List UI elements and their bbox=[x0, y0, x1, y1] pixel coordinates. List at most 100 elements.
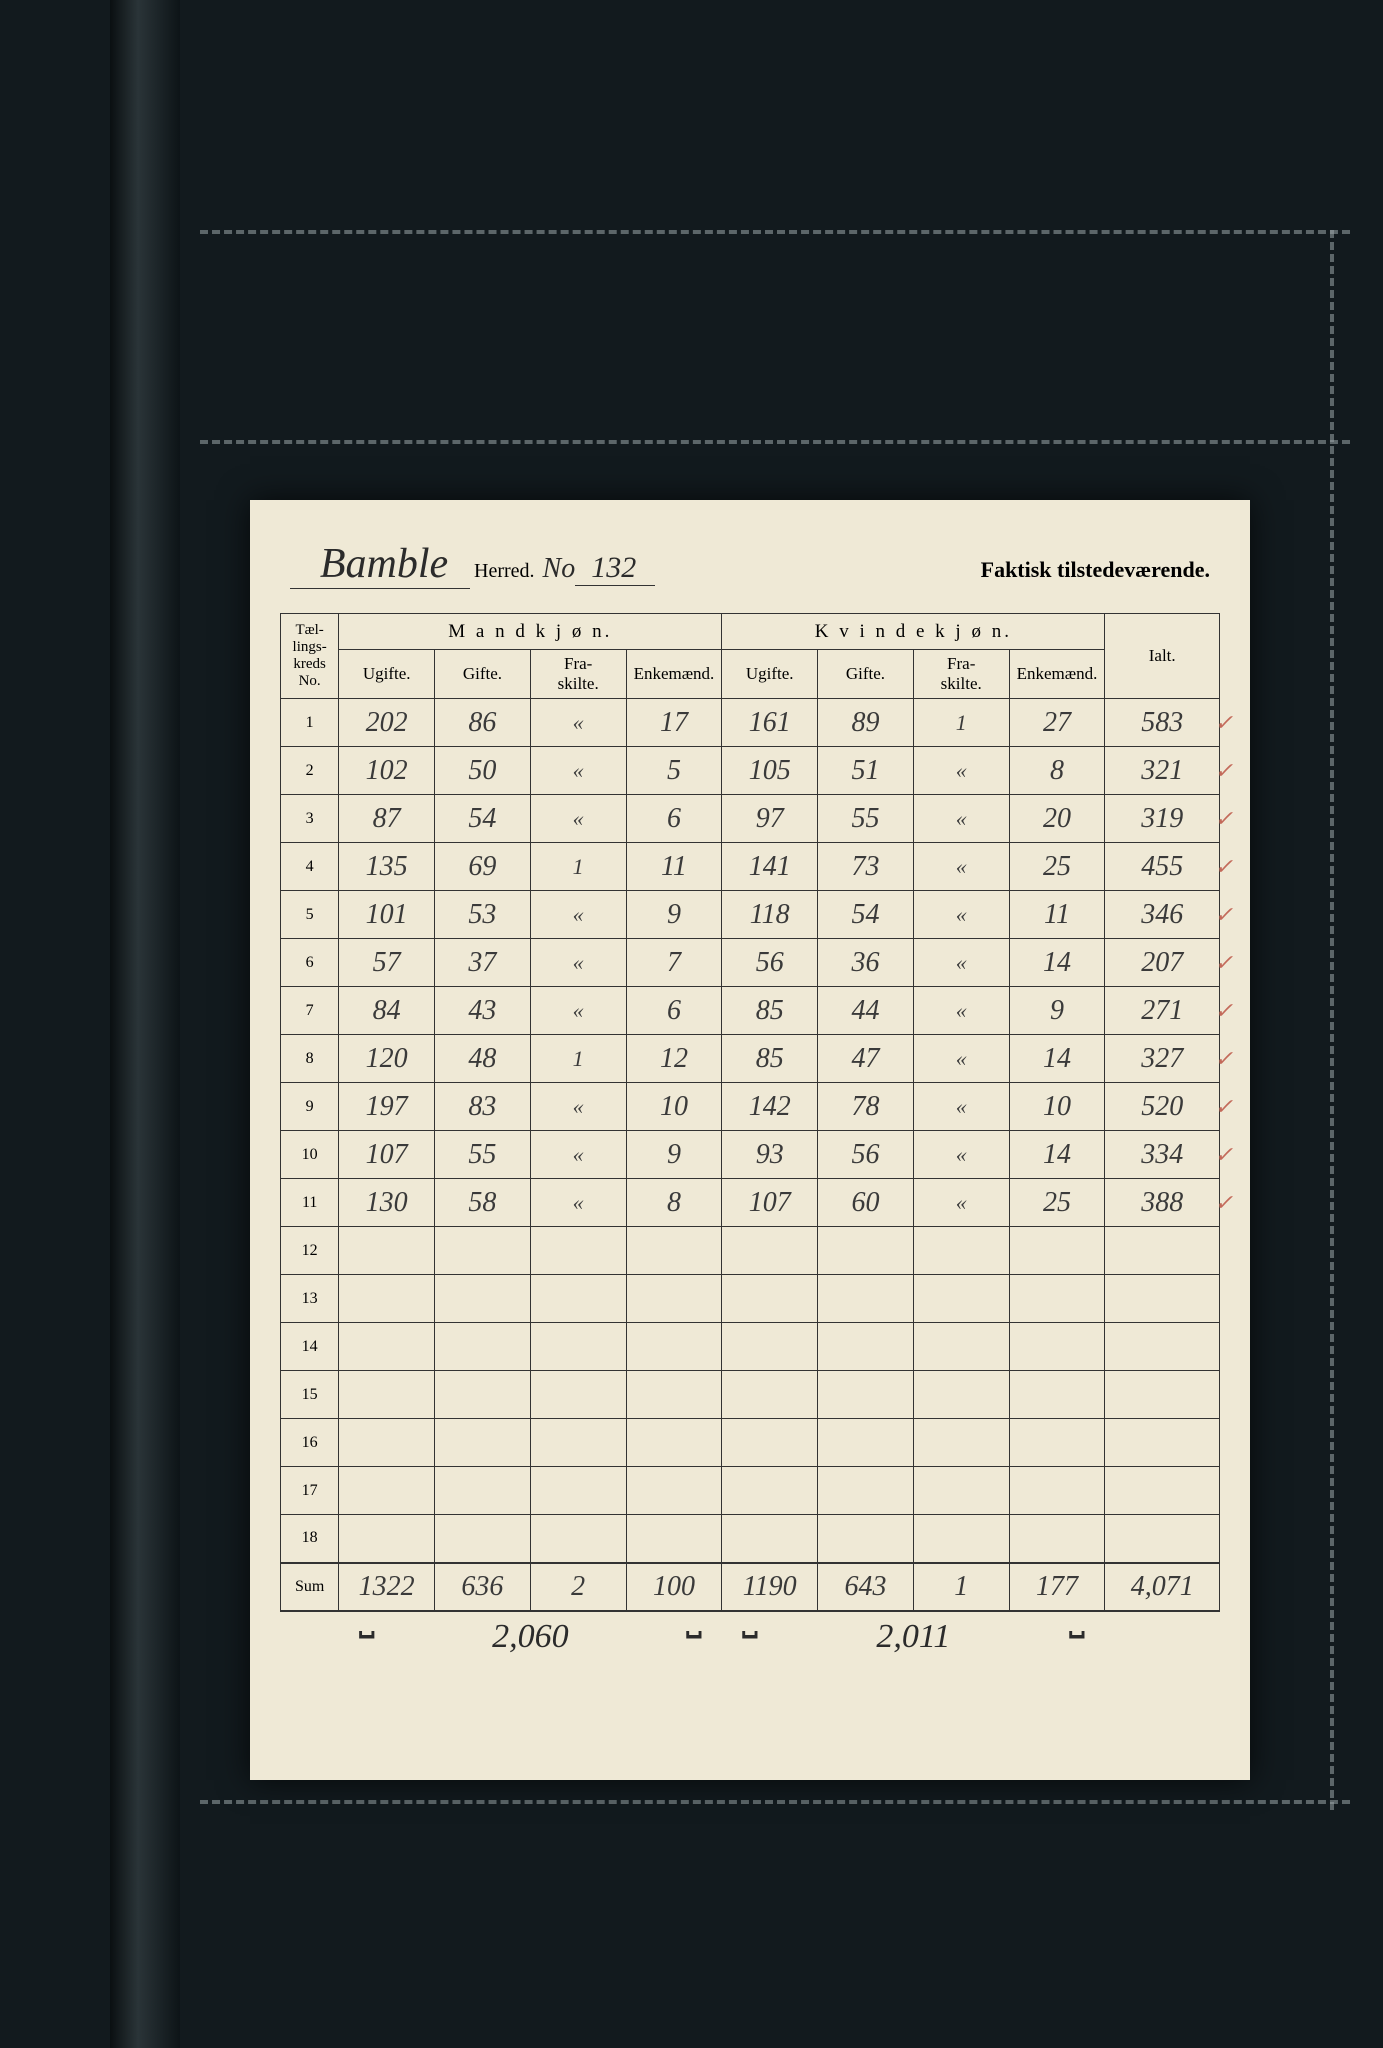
cell-k_u: 107 bbox=[722, 1179, 818, 1227]
cell-ialt bbox=[1105, 1275, 1220, 1323]
cell-k_g: 89 bbox=[818, 699, 914, 747]
col-k-enkemaend: Enkemænd. bbox=[1009, 650, 1105, 699]
cell-k_g bbox=[818, 1227, 914, 1275]
cell-k_g: 54 bbox=[818, 891, 914, 939]
cell-ialt bbox=[1105, 1371, 1220, 1419]
cell-k_f bbox=[913, 1419, 1009, 1467]
check-mark-icon: ✓ bbox=[1215, 806, 1233, 832]
col-m-fraskilte: Fra- skilte. bbox=[530, 650, 626, 699]
cell-m_u: 57 bbox=[339, 939, 435, 987]
cell-k_u: 105 bbox=[722, 747, 818, 795]
cell-k_u: 85 bbox=[722, 987, 818, 1035]
table-row: 8120481128547«14327✓ bbox=[281, 1035, 1220, 1083]
sum-m-g: 636 bbox=[435, 1563, 531, 1611]
check-mark-icon: ✓ bbox=[1215, 950, 1233, 976]
cell-k_f: « bbox=[913, 891, 1009, 939]
row-number: 14 bbox=[281, 1323, 339, 1371]
cell-m_u: 107 bbox=[339, 1131, 435, 1179]
row-number: 3 bbox=[281, 795, 339, 843]
cell-m_u bbox=[339, 1467, 435, 1515]
cell-k_u: 97 bbox=[722, 795, 818, 843]
cell-k_u: 56 bbox=[722, 939, 818, 987]
cell-m_f bbox=[530, 1467, 626, 1515]
table-row: 65737«75636«14207✓ bbox=[281, 939, 1220, 987]
sum-k-g: 643 bbox=[818, 1563, 914, 1611]
cell-m_u: 120 bbox=[339, 1035, 435, 1083]
cell-k_u: 85 bbox=[722, 1035, 818, 1083]
cell-k_g bbox=[818, 1515, 914, 1563]
cell-m_f: « bbox=[530, 1179, 626, 1227]
cell-m_e bbox=[626, 1467, 722, 1515]
cell-m_e bbox=[626, 1419, 722, 1467]
row-number: 6 bbox=[281, 939, 339, 987]
cell-m_u bbox=[339, 1371, 435, 1419]
table-row: 12 bbox=[281, 1227, 1220, 1275]
row-number: 7 bbox=[281, 987, 339, 1035]
cell-k_f bbox=[913, 1371, 1009, 1419]
col-m-ugifte: Ugifte. bbox=[339, 650, 435, 699]
cell-m_g: 86 bbox=[435, 699, 531, 747]
cell-m_e: 11 bbox=[626, 843, 722, 891]
cell-k_f: « bbox=[913, 795, 1009, 843]
cell-ialt bbox=[1105, 1419, 1220, 1467]
cell-k_u: 93 bbox=[722, 1131, 818, 1179]
cell-k_u bbox=[722, 1323, 818, 1371]
table-row: 18 bbox=[281, 1515, 1220, 1563]
cell-ialt: 520✓ bbox=[1105, 1083, 1220, 1131]
herred-label: Herred. bbox=[474, 560, 535, 583]
cell-m_u bbox=[339, 1419, 435, 1467]
col-k-ugifte: Ugifte. bbox=[722, 650, 818, 699]
cell-m_g bbox=[435, 1515, 531, 1563]
cell-k_e: 14 bbox=[1009, 1035, 1105, 1083]
cell-m_f bbox=[530, 1371, 626, 1419]
cell-k_g bbox=[818, 1371, 914, 1419]
dash-line bbox=[200, 1800, 1350, 1804]
cell-m_f: « bbox=[530, 939, 626, 987]
cell-k_g: 56 bbox=[818, 1131, 914, 1179]
cell-m_g: 37 bbox=[435, 939, 531, 987]
district-number: 132 bbox=[575, 551, 655, 586]
cell-k_f bbox=[913, 1323, 1009, 1371]
check-mark-icon: ✓ bbox=[1215, 1046, 1233, 1072]
cell-k_e: 9 bbox=[1009, 987, 1105, 1035]
dash-line bbox=[200, 230, 1350, 234]
cell-m_e: 7 bbox=[626, 939, 722, 987]
cell-m_g: 48 bbox=[435, 1035, 531, 1083]
cell-ialt: 583✓ bbox=[1105, 699, 1220, 747]
col-kreds: Tæl- lings- kreds No. bbox=[281, 614, 339, 699]
cell-m_e bbox=[626, 1323, 722, 1371]
cell-m_u bbox=[339, 1323, 435, 1371]
cell-m_g bbox=[435, 1371, 531, 1419]
table-row: 510153«911854«11346✓ bbox=[281, 891, 1220, 939]
col-m-enkemaend: Enkemænd. bbox=[626, 650, 722, 699]
table-row: 919783«1014278«10520✓ bbox=[281, 1083, 1220, 1131]
table-row: 120286«1716189127583✓ bbox=[281, 699, 1220, 747]
cell-k_g: 55 bbox=[818, 795, 914, 843]
cell-m_g: 53 bbox=[435, 891, 531, 939]
cell-k_e: 8 bbox=[1009, 747, 1105, 795]
cell-k_e bbox=[1009, 1371, 1105, 1419]
district-name: Bamble bbox=[290, 540, 470, 589]
cell-k_e bbox=[1009, 1467, 1105, 1515]
cell-m_g bbox=[435, 1227, 531, 1275]
cell-ialt: 455✓ bbox=[1105, 843, 1220, 891]
row-number: 5 bbox=[281, 891, 339, 939]
cell-m_f bbox=[530, 1419, 626, 1467]
cell-m_g: 58 bbox=[435, 1179, 531, 1227]
row-number: 15 bbox=[281, 1371, 339, 1419]
cell-k_g: 78 bbox=[818, 1083, 914, 1131]
cell-m_u: 87 bbox=[339, 795, 435, 843]
cell-k_g: 36 bbox=[818, 939, 914, 987]
cell-m_u: 101 bbox=[339, 891, 435, 939]
sum-ialt: 4,071 bbox=[1105, 1563, 1220, 1611]
check-mark-icon: ✓ bbox=[1215, 710, 1233, 736]
book-spine bbox=[110, 0, 180, 2048]
table-row: 17 bbox=[281, 1467, 1220, 1515]
cell-m_f: « bbox=[530, 1083, 626, 1131]
cell-k_e: 14 bbox=[1009, 939, 1105, 987]
row-number: 18 bbox=[281, 1515, 339, 1563]
cell-k_e: 25 bbox=[1009, 1179, 1105, 1227]
cell-m_u: 130 bbox=[339, 1179, 435, 1227]
table-row: 38754«69755«20319✓ bbox=[281, 795, 1220, 843]
cell-k_u bbox=[722, 1227, 818, 1275]
